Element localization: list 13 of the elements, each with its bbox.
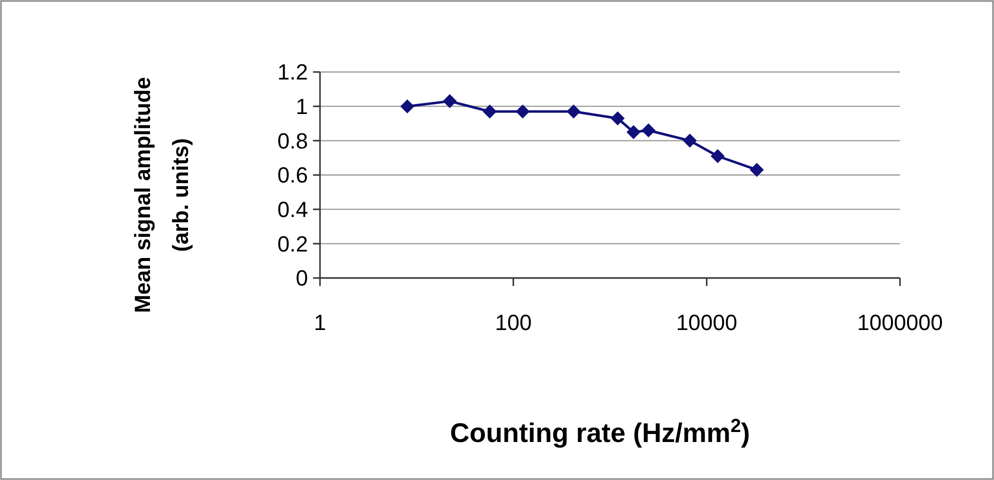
y-tick-label: 0 — [296, 266, 308, 291]
x-axis-title: Counting rate (Hz/mm$^{2}$) — [450, 416, 750, 448]
y-tick-label: 0.8 — [277, 128, 308, 154]
x-tick-label: 100 — [494, 310, 532, 335]
x-tick-label: 10000 — [676, 310, 738, 335]
y-tick-label: 1.2 — [277, 60, 308, 85]
y-tick-label: 1 — [296, 94, 308, 120]
y-tick-label: 0.4 — [277, 197, 308, 222]
x-tick-label: 1000000 — [857, 310, 943, 335]
y-tick-label: 0.6 — [277, 162, 308, 188]
x-tick-label: 1 — [314, 310, 326, 335]
y-tick-label: 0.2 — [277, 231, 308, 256]
y-axis-title: Mean signal amplitude (arb. units) — [130, 77, 193, 313]
